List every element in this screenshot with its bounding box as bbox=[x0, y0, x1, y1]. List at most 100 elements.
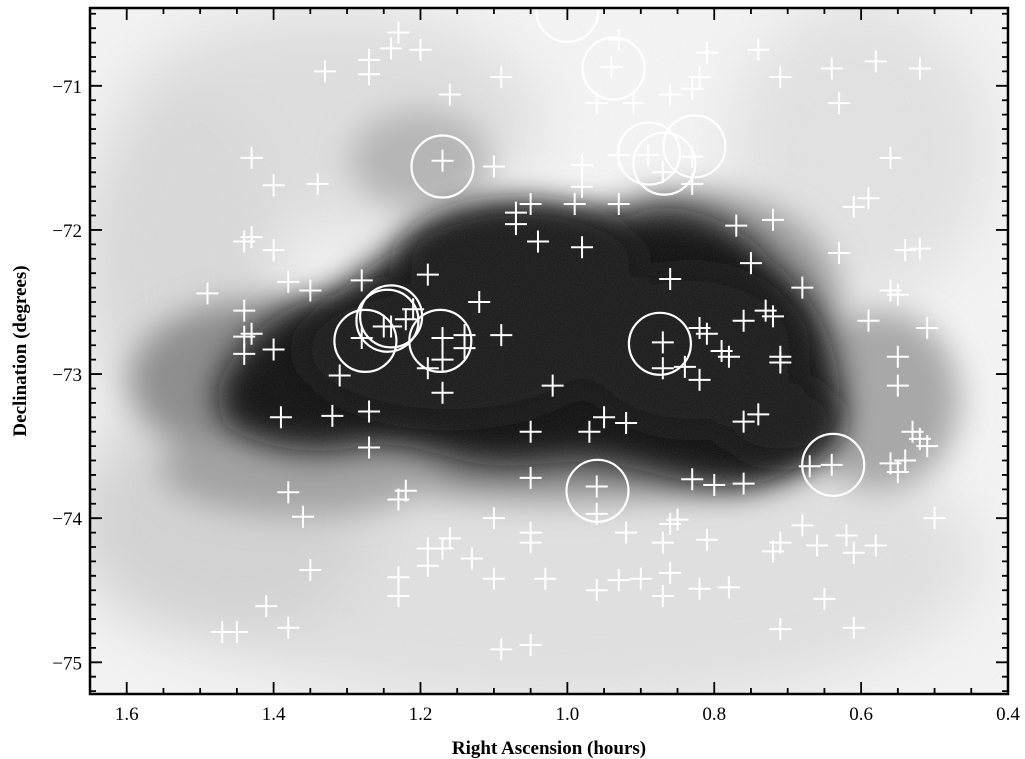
star-cluster-marker bbox=[262, 239, 285, 262]
star-cluster-marker bbox=[864, 50, 887, 73]
star-cluster-marker bbox=[864, 534, 887, 557]
star-cluster-marker bbox=[431, 327, 454, 350]
star-cluster-marker bbox=[761, 208, 784, 231]
star-cluster-marker bbox=[916, 316, 939, 339]
star-cluster-marker bbox=[578, 420, 601, 443]
star-cluster-marker bbox=[277, 481, 300, 504]
star-cluster-marker bbox=[571, 154, 594, 177]
star-cluster-marker bbox=[460, 547, 483, 570]
star-cluster-marker bbox=[593, 406, 616, 429]
star-cluster-marker bbox=[607, 569, 630, 592]
star-cluster-marker bbox=[717, 345, 740, 368]
y-tick-label: −71 bbox=[52, 77, 82, 98]
star-cluster-marker bbox=[761, 305, 784, 328]
star-cluster-marker bbox=[490, 66, 513, 89]
star-cluster-marker bbox=[769, 351, 792, 374]
star-cluster-marker bbox=[732, 410, 755, 433]
star-cluster-marker bbox=[637, 144, 660, 166]
star-cluster-marker bbox=[233, 342, 256, 365]
star-cluster-marker bbox=[269, 406, 292, 429]
highlighted-cluster-circle bbox=[410, 134, 475, 199]
star-cluster-marker bbox=[761, 540, 784, 563]
star-cluster-marker bbox=[358, 400, 381, 423]
highlighted-cluster-circle bbox=[535, 8, 600, 43]
highlighted-cluster-circle bbox=[408, 308, 473, 374]
highlighted-cluster-circle bbox=[333, 308, 398, 374]
star-cluster-marker bbox=[277, 270, 300, 293]
star-cluster-marker bbox=[791, 276, 814, 299]
star-cluster-marker bbox=[431, 381, 454, 404]
star-cluster-marker bbox=[820, 453, 843, 476]
star-cluster-marker bbox=[695, 322, 718, 345]
highlighted-cluster-circle bbox=[662, 114, 727, 179]
star-cluster-marker bbox=[615, 521, 638, 544]
star-cluster-marker bbox=[350, 269, 373, 292]
star-cluster-marker bbox=[233, 299, 256, 322]
x-tick-label: 0.6 bbox=[849, 704, 873, 725]
star-cluster-marker bbox=[490, 324, 513, 347]
star-cluster-marker bbox=[629, 567, 652, 590]
x-tick-label: 0.8 bbox=[702, 704, 726, 725]
star-cluster-marker bbox=[453, 337, 476, 360]
highlighted-cluster-circle bbox=[581, 36, 646, 101]
star-cluster-marker bbox=[615, 412, 638, 435]
star-cluster-marker bbox=[394, 308, 417, 331]
highlighted-cluster-circle bbox=[627, 311, 692, 376]
x-tick-label: 1.2 bbox=[409, 704, 433, 725]
star-cluster-marker bbox=[299, 559, 322, 582]
star-cluster-marker bbox=[585, 475, 608, 498]
star-cluster-marker bbox=[534, 567, 557, 590]
highlighted-cluster-circle bbox=[616, 121, 681, 186]
star-cluster-marker bbox=[732, 472, 755, 495]
star-cluster-marker bbox=[659, 561, 682, 584]
star-cluster-marker bbox=[894, 449, 917, 472]
star-cluster-marker bbox=[842, 616, 865, 639]
star-cluster-marker bbox=[255, 595, 278, 618]
star-cluster-marker bbox=[321, 404, 344, 427]
star-cluster-marker bbox=[563, 193, 586, 215]
star-cluster-marker bbox=[387, 488, 410, 511]
star-cluster-marker bbox=[688, 368, 711, 391]
x-tick-label: 1.4 bbox=[262, 704, 286, 725]
star-cluster-marker bbox=[651, 585, 674, 607]
star-cluster-marker bbox=[828, 92, 851, 115]
star-cluster-marker bbox=[490, 638, 513, 661]
star-cluster-marker bbox=[262, 338, 285, 361]
x-axis-label: Right Ascension (hours) bbox=[452, 738, 646, 759]
star-cluster-marker bbox=[482, 155, 505, 178]
star-cluster-marker bbox=[651, 331, 674, 354]
y-axis-label: Declination (degrees) bbox=[10, 265, 31, 436]
star-cluster-marker bbox=[526, 230, 549, 253]
star-cluster-marker bbox=[842, 195, 865, 218]
star-cluster-marker bbox=[820, 57, 843, 80]
star-cluster-marker bbox=[504, 213, 527, 236]
star-cluster-marker bbox=[233, 230, 256, 253]
star-cluster-marker bbox=[659, 83, 682, 106]
y-tick-label: −73 bbox=[52, 365, 82, 386]
star-cluster-marker bbox=[732, 309, 755, 332]
star-cluster-marker bbox=[791, 514, 814, 537]
x-tick-label: 0.4 bbox=[996, 704, 1020, 725]
star-cluster-marker bbox=[240, 322, 263, 345]
star-cluster-marker bbox=[886, 461, 909, 484]
star-cluster-marker bbox=[541, 374, 564, 397]
star-cluster-marker bbox=[681, 77, 704, 100]
star-cluster-marker bbox=[387, 566, 410, 589]
star-cluster-marker bbox=[886, 283, 909, 306]
star-cluster-marker bbox=[431, 149, 454, 172]
star-cluster-marker bbox=[328, 364, 351, 387]
star-cluster-marker bbox=[240, 146, 263, 169]
star-cluster-marker bbox=[291, 505, 314, 528]
star-cluster-marker bbox=[681, 468, 704, 491]
star-cluster-marker bbox=[585, 579, 608, 602]
star-cluster-marker bbox=[651, 161, 674, 184]
star-cluster-marker bbox=[747, 38, 770, 61]
star-cluster-marker bbox=[225, 621, 248, 644]
star-cluster-marker bbox=[387, 21, 410, 44]
star-cluster-marker bbox=[747, 403, 770, 426]
star-cluster-marker bbox=[262, 174, 285, 197]
star-cluster-marker bbox=[857, 187, 880, 210]
star-cluster-marker bbox=[842, 541, 865, 564]
star-cluster-marker bbox=[828, 242, 851, 264]
